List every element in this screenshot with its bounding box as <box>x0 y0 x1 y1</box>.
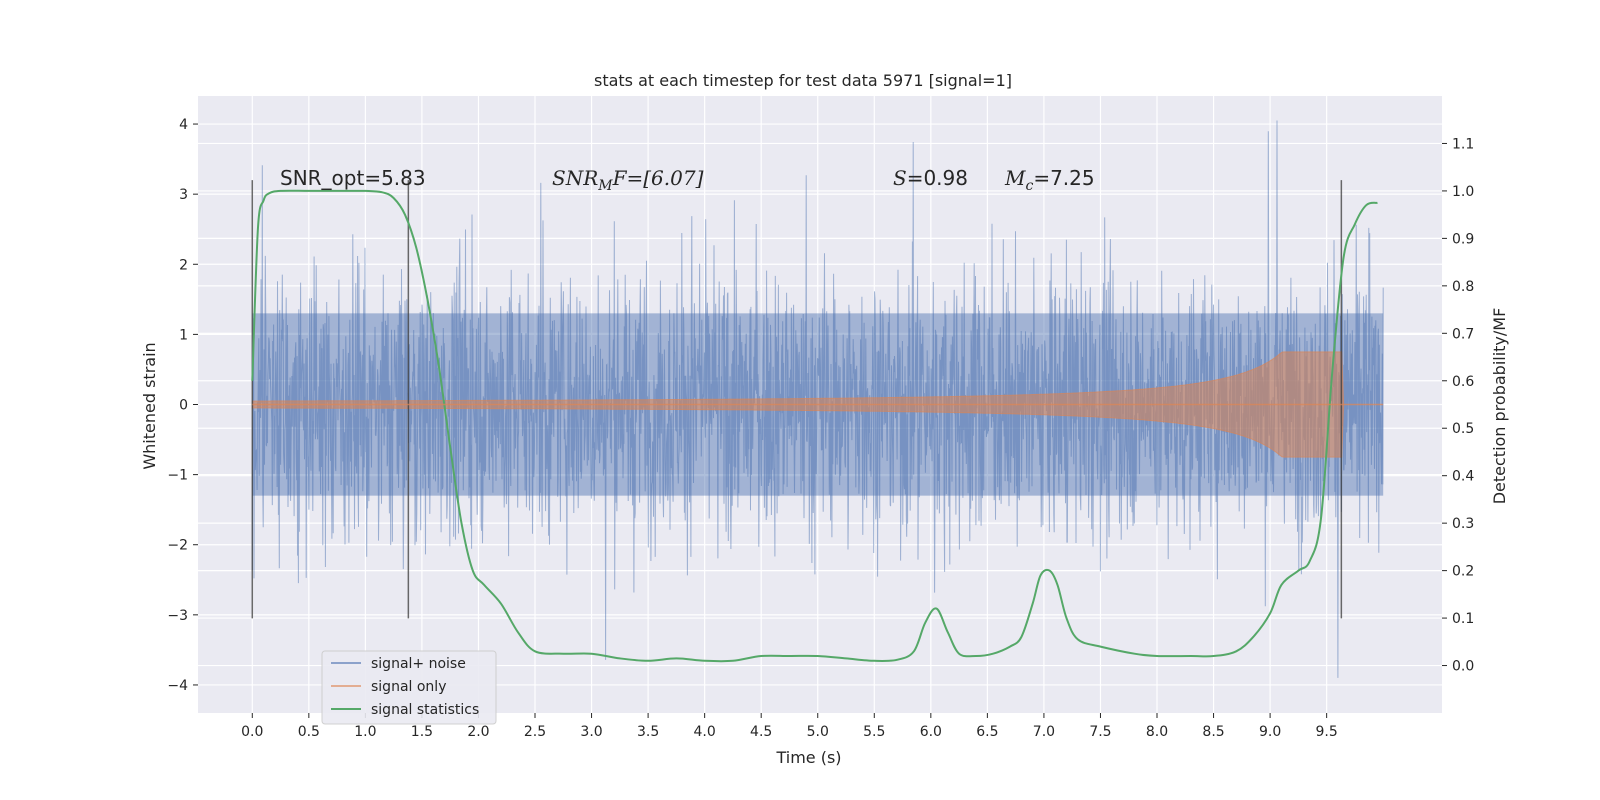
chart-title: stats at each timestep for test data 597… <box>594 71 1012 90</box>
y-tick-label-4: 0 <box>179 398 188 414</box>
annotation-snr-mf-lhs: SNR <box>552 166 598 190</box>
annotation-mc-sub: c <box>1025 178 1033 194</box>
annotation-s: S=0.98 <box>893 166 968 190</box>
annotation-s-rhs: =0.98 <box>907 166 968 190</box>
annotation-mc: Mc=7.25 <box>1004 166 1095 194</box>
y-axis-ticks: 4 3 2 1 0 −1 −2 −3 −4 <box>167 117 198 694</box>
y-tick-label-3: 1 <box>179 327 188 343</box>
annotation-s-lhs: S <box>893 166 907 190</box>
y2-tick-label-6: 0.5 <box>1452 421 1474 437</box>
series-signal-noise <box>251 120 1384 678</box>
x-tick-label-0: 0.0 <box>241 724 263 740</box>
annotation-snr-opt: SNR_opt=5.83 <box>280 166 426 190</box>
x-tick-label-18: 9.0 <box>1259 724 1281 740</box>
y-tick-label-0: 4 <box>179 117 188 133</box>
x-tick-label-17: 8.5 <box>1202 724 1224 740</box>
y-axis-label: Whitened strain <box>140 342 159 469</box>
y-tick-label-5: −1 <box>167 468 188 484</box>
annotation-mc-lhs: M <box>1004 166 1026 190</box>
y-tick-label-2: 2 <box>179 257 188 273</box>
series-signal-statistics <box>251 189 1378 663</box>
x-tick-label-12: 6.0 <box>920 724 942 740</box>
x-tick-label-19: 9.5 <box>1316 724 1338 740</box>
y2-tick-label-2: 0.9 <box>1452 231 1474 247</box>
annotation-snr-mf: SNRMF=[6.07] <box>552 166 704 194</box>
annotation-snr-mf-rhs: F=[6.07] <box>612 166 704 190</box>
y-tick-label-6: −2 <box>167 538 188 554</box>
y2-tick-label-8: 0.3 <box>1452 516 1474 532</box>
x-tick-label-6: 3.0 <box>580 724 602 740</box>
y-tick-label-1: 3 <box>179 187 188 203</box>
y2-tick-label-0: 1.1 <box>1452 136 1474 152</box>
x-tick-label-4: 2.0 <box>467 724 489 740</box>
x-tick-label-16: 8.0 <box>1146 724 1168 740</box>
x-tick-label-10: 5.0 <box>807 724 829 740</box>
y2-tick-label-3: 0.8 <box>1452 279 1474 295</box>
x-tick-label-8: 4.0 <box>694 724 716 740</box>
annotation-snr-mf-sub: M <box>597 178 613 194</box>
legend-label-signal-statistics: signal statistics <box>371 702 479 718</box>
x-tick-label-5: 2.5 <box>524 724 546 740</box>
x-axis-label: Time (s) <box>775 748 841 767</box>
y-tick-label-7: −3 <box>167 608 188 624</box>
y2-tick-label-7: 0.4 <box>1452 469 1474 485</box>
y-tick-label-8: −4 <box>167 678 188 694</box>
annotation-mc-rhs: =7.25 <box>1033 166 1094 190</box>
legend-label-signal-only: signal only <box>371 679 446 695</box>
y2-tick-label-4: 0.7 <box>1452 326 1474 342</box>
x-tick-label-13: 6.5 <box>976 724 998 740</box>
x-tick-label-7: 3.5 <box>637 724 659 740</box>
legend-box <box>321 650 497 725</box>
x-axis-ticks: 0.0 0.5 1.0 1.5 2.0 2.5 3.0 3.5 4.0 4.5 5.0 5.5 6.0 6… <box>241 713 1338 740</box>
x-tick-label-11: 5.5 <box>863 724 885 740</box>
y2-tick-label-1: 1.0 <box>1452 184 1474 200</box>
x-tick-label-15: 7.5 <box>1089 724 1111 740</box>
y2-tick-label-5: 0.6 <box>1452 374 1474 390</box>
x-tick-label-3: 1.5 <box>411 724 433 740</box>
y2-axis-label: Detection probability/MF <box>1490 308 1509 505</box>
x-tick-label-1: 0.5 <box>298 724 320 740</box>
y2-tick-label-11: 0.0 <box>1452 659 1474 675</box>
legend: signal+ noise signal only signal statist… <box>321 650 497 725</box>
y2-tick-label-9: 0.2 <box>1452 564 1474 580</box>
x-tick-label-9: 4.5 <box>750 724 772 740</box>
x-tick-label-14: 7.0 <box>1033 724 1055 740</box>
marker-lines <box>251 180 1343 619</box>
legend-label-signal-noise: signal+ noise <box>371 656 466 672</box>
x-tick-label-2: 1.0 <box>354 724 376 740</box>
y2-tick-label-10: 0.1 <box>1452 611 1474 627</box>
y2-axis-ticks: 1.1 1.0 0.9 0.8 0.7 0.6 0.5 0.4 0.3 0.2 0.1 0.0 <box>1442 136 1474 675</box>
